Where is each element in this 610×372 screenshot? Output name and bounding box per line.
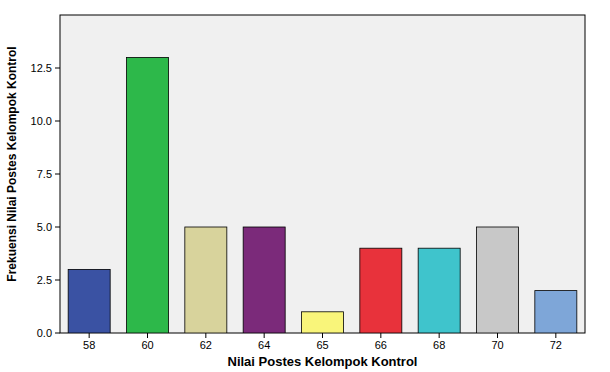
tick-mark [380,333,381,338]
tick-label: 10.0 [31,115,52,127]
tick-mark [55,227,60,228]
tick-mark [497,333,498,338]
plot-area [60,15,585,333]
tick-mark [55,68,60,69]
tick-mark [55,174,60,175]
chart: 0.0 2.5 5.0 7.5 10.0 12.5 58 60 62 64 65 66 68 70 72 Ni… [0,0,610,372]
bar [535,291,577,333]
tick-label: 12.5 [31,62,52,74]
tick-label: 62 [200,339,212,351]
tick-label: 60 [141,339,153,351]
bar [243,227,285,333]
tick-label: 68 [433,339,445,351]
bar [477,227,519,333]
tick-mark [55,280,60,281]
bar [127,57,169,333]
tick-label: 66 [375,339,387,351]
tick-label: 58 [83,339,95,351]
axis-title: Nilai Postes Kelompok Kontrol [228,354,418,369]
axis-title: Frekuensi Nilai Postes Kelompok Kontrol [5,46,19,281]
tick-label: 65 [316,339,328,351]
tick-label: 0.0 [37,327,52,339]
bar [360,248,402,333]
tick-label: 2.5 [37,274,52,286]
tick-mark [55,333,60,334]
bar [418,248,460,333]
tick-label: 72 [550,339,562,351]
tick-label: 5.0 [37,221,52,233]
tick-mark [264,333,265,338]
tick-mark [322,333,323,338]
tick-mark [89,333,90,338]
tick-mark [439,333,440,338]
bars [68,57,577,333]
bar [68,269,110,333]
tick-mark [55,121,60,122]
tick-mark [555,333,556,338]
tick-label: 70 [491,339,503,351]
tick-mark [205,333,206,338]
tick-label: 64 [258,339,270,351]
tick-label: 7.5 [37,168,52,180]
bar [185,227,227,333]
tick-mark [147,333,148,338]
bar [302,312,344,333]
